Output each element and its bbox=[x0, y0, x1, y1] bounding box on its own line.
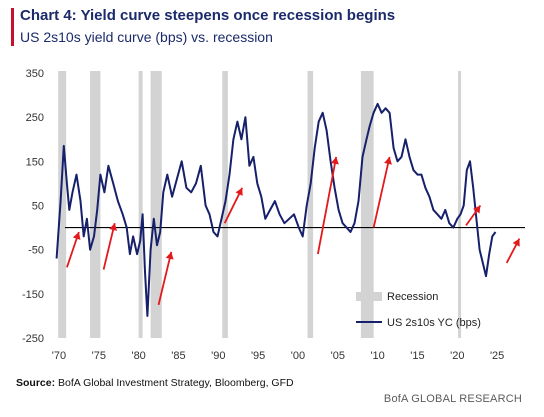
arrow-head bbox=[109, 223, 117, 231]
x-axis-ticks: '70 '75 '80 '85 '90 '95 '00 '05 '10 '15 '20 '25 bbox=[52, 350, 504, 362]
legend-recession-label: Recession bbox=[387, 291, 438, 303]
x-tick-label: '20 bbox=[450, 350, 464, 362]
recession-band bbox=[90, 71, 101, 338]
recession-band bbox=[138, 71, 143, 338]
arrow-shaft bbox=[372, 156, 391, 228]
recession-band bbox=[150, 71, 162, 338]
x-tick-label: '95 bbox=[251, 350, 265, 362]
x-tick-label: '85 bbox=[171, 350, 185, 362]
x-tick-label: '15 bbox=[410, 350, 424, 362]
arrow-head bbox=[165, 251, 174, 260]
brand-label: BofA GLOBAL RESEARCH bbox=[383, 393, 522, 405]
recession-arrow bbox=[66, 231, 81, 268]
y-tick-label: 350 bbox=[26, 68, 44, 80]
arrow-head bbox=[72, 232, 81, 240]
source-label: Source: bbox=[16, 377, 56, 389]
arrow-head bbox=[235, 187, 243, 196]
x-tick-label: '75 bbox=[92, 350, 106, 362]
x-tick-label: '00 bbox=[291, 350, 305, 362]
recession-band bbox=[458, 71, 462, 338]
recession-arrow bbox=[102, 222, 117, 270]
x-tick-label: '80 bbox=[131, 350, 145, 362]
recession-arrow bbox=[372, 156, 392, 228]
recession-band bbox=[360, 71, 374, 338]
y-tick-label: -150 bbox=[22, 289, 44, 301]
recession-arrow bbox=[465, 204, 482, 226]
arrow-head bbox=[473, 205, 481, 214]
arrow-head bbox=[330, 156, 339, 165]
x-tick-label: '10 bbox=[370, 350, 384, 362]
recession-arrow bbox=[505, 238, 521, 264]
x-tick-label: '70 bbox=[52, 350, 66, 362]
chart-subtitle: US 2s10s yield curve (bps) vs. recession bbox=[20, 29, 273, 45]
arrow-shaft bbox=[102, 222, 116, 270]
series-layer bbox=[55, 102, 497, 317]
recession-arrow bbox=[316, 156, 339, 255]
series-line bbox=[55, 102, 497, 317]
recession-arrow bbox=[223, 187, 244, 224]
recession-band bbox=[58, 71, 67, 338]
recession-band bbox=[307, 71, 314, 338]
x-tick-label: '25 bbox=[490, 350, 504, 362]
arrow-shaft bbox=[316, 156, 338, 255]
legend: Recession US 2s10s YC (bps) bbox=[356, 291, 481, 329]
y-tick-label: 250 bbox=[26, 112, 44, 124]
source-text: BofA Global Investment Strategy, Bloombe… bbox=[58, 377, 294, 389]
legend-recession-swatch bbox=[356, 292, 382, 301]
legend-line-label: US 2s10s YC (bps) bbox=[387, 317, 481, 329]
y-tick-label: -50 bbox=[28, 245, 44, 257]
arrow-head bbox=[512, 238, 520, 247]
x-tick-label: '90 bbox=[211, 350, 225, 362]
arrow-shaft bbox=[157, 251, 173, 306]
annotation-arrows bbox=[66, 156, 521, 306]
y-tick-label: -250 bbox=[22, 333, 44, 345]
source-note: Source: BofA Global Investment Strategy,… bbox=[16, 377, 294, 389]
y-axis-ticks: 350 250 150 50 -50 -150 -250 bbox=[22, 68, 44, 345]
y-tick-label: 150 bbox=[26, 156, 44, 168]
recession-arrow bbox=[157, 251, 174, 306]
title-accent-bar bbox=[11, 8, 14, 46]
y-tick-label: 50 bbox=[32, 201, 44, 213]
chart-title: Chart 4: Yield curve steepens once reces… bbox=[20, 7, 396, 24]
arrow-head bbox=[384, 156, 392, 165]
x-tick-label: '05 bbox=[331, 350, 345, 362]
